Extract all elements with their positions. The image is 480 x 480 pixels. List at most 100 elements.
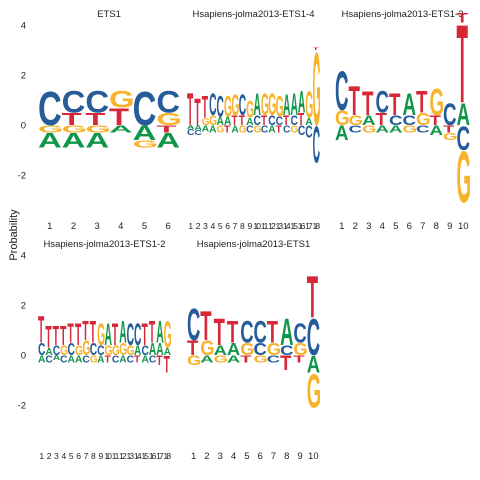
x-tick-label: 4 bbox=[380, 221, 385, 232]
logo-letter-T: T bbox=[156, 352, 163, 368]
logo-letter-A: A bbox=[156, 129, 180, 152]
x-tick-label: 8 bbox=[434, 221, 439, 232]
logo-letter-C: C bbox=[149, 354, 157, 365]
x-tick-label: 8 bbox=[91, 451, 96, 461]
logo-letter-G: G bbox=[239, 124, 247, 135]
logo-letter-C: C bbox=[38, 80, 62, 135]
logo-letter-A: A bbox=[202, 124, 210, 134]
logo-letter-C: C bbox=[187, 128, 195, 138]
logo-letter-C: C bbox=[335, 59, 349, 122]
logo-letter-G: G bbox=[268, 87, 276, 122]
logo-letter-G: G bbox=[109, 86, 135, 113]
logo-letter-T: T bbox=[68, 319, 74, 350]
x-tick-label: 16 bbox=[149, 451, 157, 461]
logo-letter-A: A bbox=[156, 314, 164, 349]
logo-letter-A: A bbox=[298, 84, 306, 119]
logo-letter-A: A bbox=[268, 124, 276, 135]
logo-letter-C: C bbox=[187, 301, 200, 351]
x-tick-label: 9 bbox=[447, 221, 452, 232]
x-tick-label: 4 bbox=[231, 451, 236, 462]
logo-letter-G: G bbox=[313, 31, 321, 148]
x-tick-label: 3 bbox=[203, 221, 208, 231]
logo-letter-C: C bbox=[254, 340, 267, 359]
logo-letter-T: T bbox=[60, 321, 66, 352]
logo-letter-T: T bbox=[224, 124, 231, 135]
logo-letter-T: T bbox=[214, 312, 225, 354]
logo-letter-C: C bbox=[349, 124, 363, 136]
logo-letter-T: T bbox=[261, 112, 268, 128]
logo-letter-G: G bbox=[335, 107, 350, 130]
logo-letter-T: T bbox=[85, 109, 105, 129]
x-tick-label: 7 bbox=[271, 451, 276, 462]
logo-letter-A: A bbox=[209, 124, 217, 135]
logo-letter-C: C bbox=[457, 119, 471, 158]
logo-letter-G: G bbox=[85, 124, 111, 136]
logo-letter-C: C bbox=[283, 124, 291, 135]
logo-letter-G: G bbox=[246, 95, 254, 122]
logo-letter-C: C bbox=[268, 112, 276, 128]
x-tick-label: 11 bbox=[112, 451, 120, 461]
logo-letter-G: G bbox=[276, 90, 284, 123]
panel-title: Hsapiens-jolma2013-ETS1-3 bbox=[342, 9, 464, 20]
logo-letter-G: G bbox=[214, 353, 228, 365]
logo-letter-G: G bbox=[119, 340, 127, 359]
panel-title: Hsapiens-jolma2013-ETS1 bbox=[197, 239, 311, 250]
x-tick-label: 2 bbox=[47, 451, 52, 461]
logo-letter-A: A bbox=[134, 342, 142, 358]
x-tick-label: 18 bbox=[164, 451, 172, 461]
panel-title: Hsapiens-jolma2013-ETS1-4 bbox=[193, 9, 315, 20]
logo-letter-C: C bbox=[141, 342, 149, 358]
x-tick-label: 7 bbox=[233, 221, 238, 231]
logo-letter-A: A bbox=[214, 343, 228, 358]
logo-letter-A: A bbox=[430, 123, 444, 138]
y-tick-label: 4 bbox=[21, 21, 26, 32]
logo-letter-T: T bbox=[376, 110, 387, 129]
logo-letter-G: G bbox=[75, 342, 83, 358]
logo-letter-T: T bbox=[134, 354, 141, 365]
logo-letter-C: C bbox=[217, 90, 224, 123]
logo-letter-T: T bbox=[298, 110, 304, 129]
logo-letter-T: T bbox=[164, 350, 171, 377]
x-tick-label: 8 bbox=[240, 221, 245, 231]
logo-letter-A: A bbox=[187, 124, 195, 130]
logo-letter-T: T bbox=[280, 352, 291, 375]
x-tick-label: 1 bbox=[39, 451, 44, 461]
y-tick-label: 4 bbox=[21, 251, 26, 262]
x-tick-label: 10 bbox=[253, 221, 261, 231]
logo-letter-A: A bbox=[194, 124, 202, 132]
logo-letter-A: A bbox=[457, 98, 471, 132]
logo-letter-A: A bbox=[68, 354, 76, 365]
x-tick-label: 7 bbox=[84, 451, 89, 461]
logo-letter-T: T bbox=[202, 89, 208, 124]
logo-letter-T: T bbox=[457, 2, 468, 126]
x-tick-label: 2 bbox=[71, 221, 76, 232]
x-tick-label: 16 bbox=[298, 221, 306, 231]
logo-letter-C: C bbox=[416, 124, 430, 136]
logo-letter-A: A bbox=[119, 354, 127, 365]
x-tick-label: 18 bbox=[313, 221, 321, 231]
logo-letter-T: T bbox=[75, 317, 81, 352]
y-axis-label: Probability bbox=[8, 209, 20, 261]
logo-letter-T: T bbox=[430, 113, 441, 128]
logo-letter-G: G bbox=[290, 124, 298, 135]
logo-letter-A: A bbox=[149, 340, 156, 359]
logo-letter-A: A bbox=[403, 88, 417, 122]
logo-letter-T: T bbox=[227, 316, 239, 350]
logo-letter-G: G bbox=[156, 109, 182, 129]
logo-letter-T: T bbox=[349, 78, 361, 124]
logo-letter-C: C bbox=[134, 317, 142, 352]
x-tick-label: 2 bbox=[196, 221, 201, 231]
x-tick-label: 6 bbox=[166, 221, 171, 232]
y-tick-label: -2 bbox=[18, 401, 26, 412]
logo-letter-A: A bbox=[389, 124, 403, 136]
logo-letter-G: G bbox=[127, 342, 135, 358]
logo-letter-A: A bbox=[156, 340, 163, 359]
logo-letter-G: G bbox=[105, 342, 113, 358]
logo-letter-G: G bbox=[217, 124, 225, 135]
logo-letter-C: C bbox=[389, 113, 403, 128]
x-tick-label: 3 bbox=[366, 221, 371, 232]
logo-letter-C: C bbox=[85, 84, 109, 119]
x-tick-label: 2 bbox=[353, 221, 358, 232]
logo-letter-G: G bbox=[240, 340, 254, 359]
logo-letter-G: G bbox=[305, 83, 313, 125]
